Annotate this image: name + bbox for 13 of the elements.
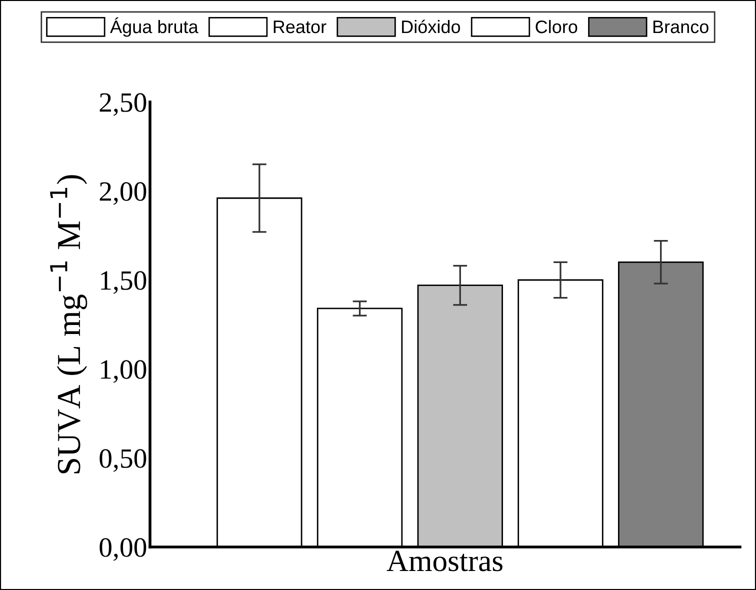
legend-label: Água bruta <box>110 17 198 37</box>
y-tick-label: 2,50 <box>100 93 146 116</box>
legend-label: Dióxido <box>402 20 460 34</box>
y-tick-label: 0,50 <box>100 449 146 472</box>
y-tick-label: 0,00 <box>100 538 146 561</box>
y-tick-label: 1,50 <box>101 271 146 294</box>
y-tick-label: 1,00 <box>101 360 146 383</box>
legend-label: Cloro <box>536 20 578 34</box>
y-axis-title: SUVA (L mg$^{−1}$ M$^{−1}$) <box>50 175 88 474</box>
legend-label: Branco <box>653 20 708 34</box>
y-tick-label: 2,00 <box>100 182 146 205</box>
x-axis-title: Amostras <box>386 550 502 572</box>
legend-label: Reator <box>274 20 326 34</box>
